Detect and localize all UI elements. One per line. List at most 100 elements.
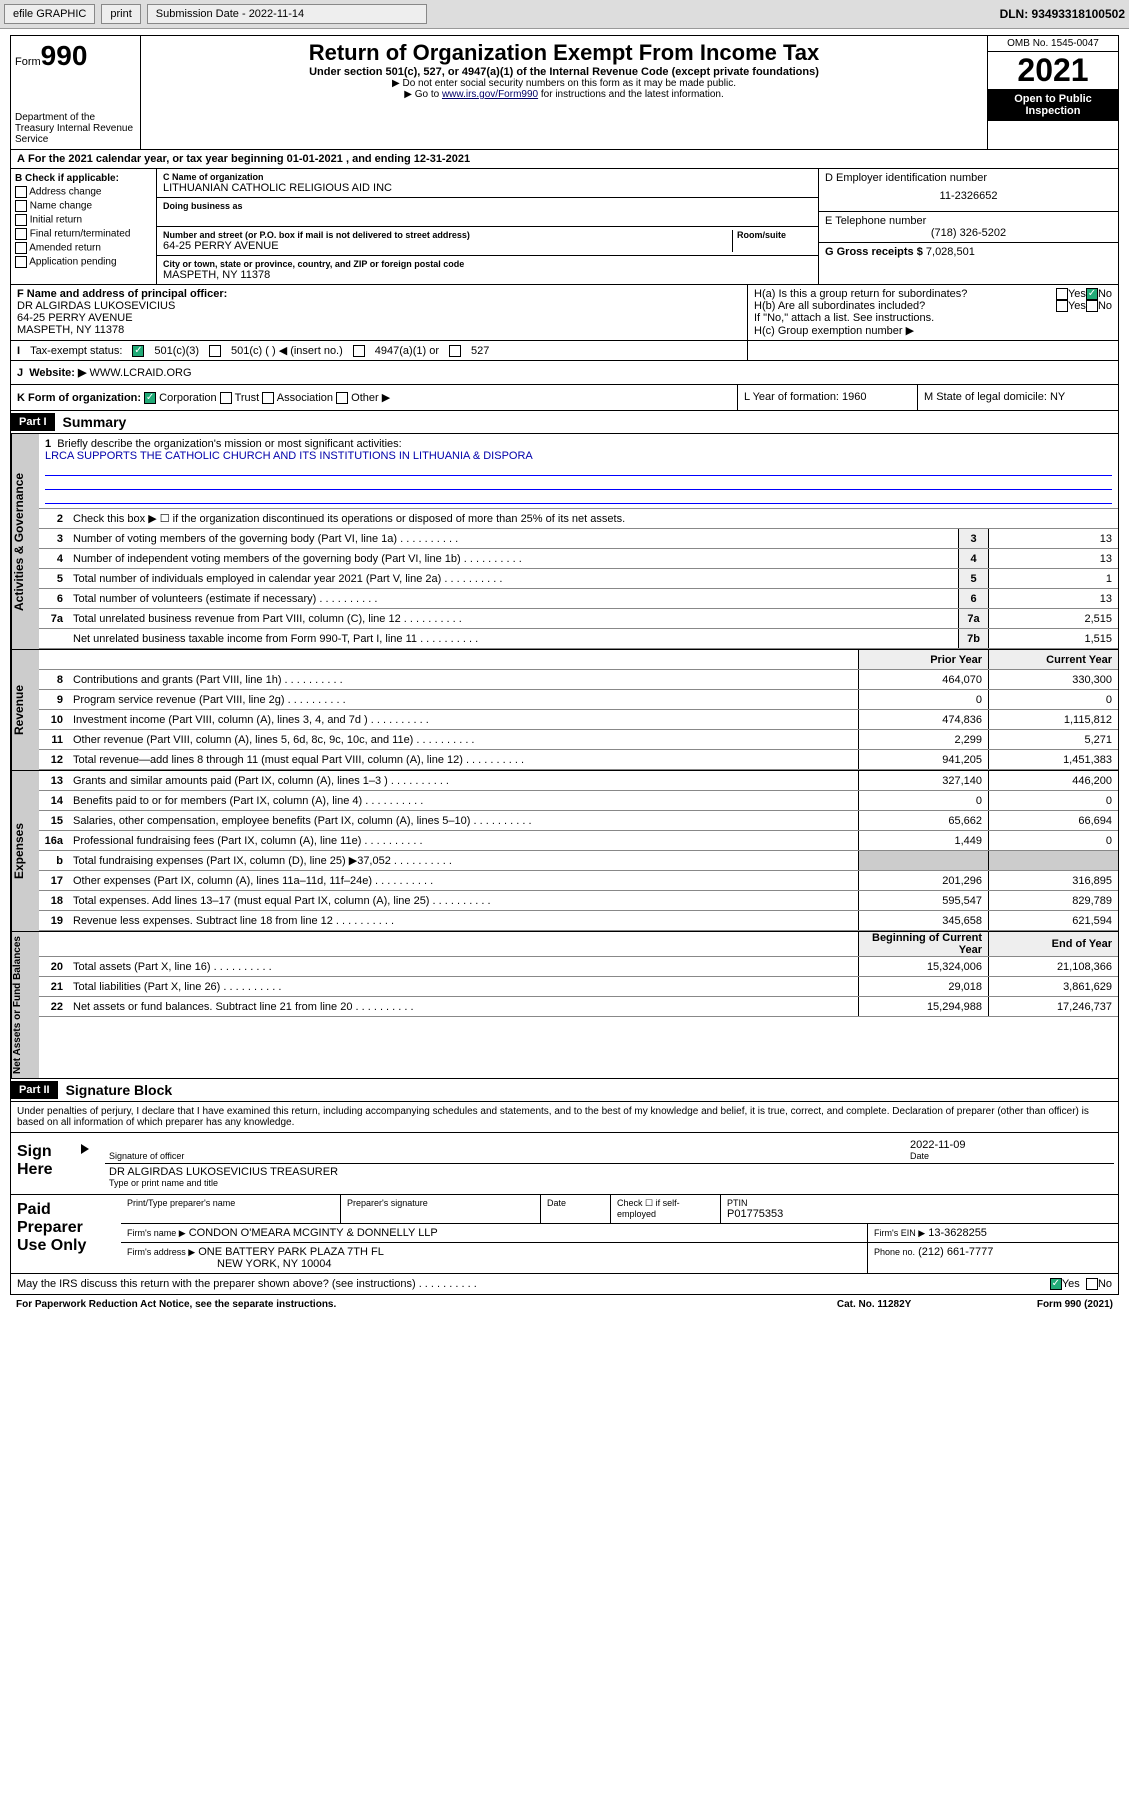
line-7a: 7aTotal unrelated business revenue from … — [39, 609, 1118, 629]
irs-link[interactable]: www.irs.gov/Form990 — [442, 89, 538, 100]
line-7b: Net unrelated business taxable income fr… — [39, 629, 1118, 649]
4947-check[interactable] — [353, 345, 365, 357]
line-14: 14Benefits paid to or for members (Part … — [39, 791, 1118, 811]
line-10: 10Investment income (Part VIII, column (… — [39, 710, 1118, 730]
toolbar: efile GRAPHIC print Submission Date - 20… — [0, 0, 1129, 29]
line-13: 13Grants and similar amounts paid (Part … — [39, 771, 1118, 791]
assoc-check[interactable] — [262, 392, 274, 404]
line-16a: 16aProfessional fundraising fees (Part I… — [39, 831, 1118, 851]
tax-period: A For the 2021 calendar year, or tax yea… — [10, 150, 1119, 169]
ha-yes[interactable] — [1056, 288, 1068, 300]
527-check[interactable] — [449, 345, 461, 357]
col-end: End of Year — [988, 932, 1118, 956]
state-domicile: M State of legal domicile: NY — [918, 385, 1118, 410]
line-11: 11Other revenue (Part VIII, column (A), … — [39, 730, 1118, 750]
gross-receipts: 7,028,501 — [926, 246, 975, 258]
check-application-pending[interactable]: Application pending — [15, 256, 152, 268]
q2: Check this box ▶ ☐ if the organization d… — [69, 510, 1118, 527]
firm-addr2: NEW YORK, NY 10004 — [127, 1258, 332, 1270]
street-label: Number and street (or P.O. box if mail i… — [163, 230, 732, 240]
open-inspection: Open to Public Inspection — [988, 89, 1118, 121]
officer-label: F Name and address of principal officer: — [17, 288, 227, 300]
paperwork-notice: For Paperwork Reduction Act Notice, see … — [16, 1299, 837, 1310]
city: MASPETH, NY 11378 — [163, 269, 812, 281]
col-beg: Beginning of Current Year — [858, 932, 988, 956]
org-name: LITHUANIAN CATHOLIC RELIGIOUS AID INC — [163, 182, 812, 194]
ha-label: H(a) Is this a group return for subordin… — [754, 288, 1056, 300]
line-17: 17Other expenses (Part IX, column (A), l… — [39, 871, 1118, 891]
omb: OMB No. 1545-0047 — [988, 36, 1118, 52]
year-formation: L Year of formation: 1960 — [738, 385, 918, 410]
col-b-checks: B Check if applicable: Address change Na… — [11, 169, 157, 284]
col-prior: Prior Year — [858, 650, 988, 669]
part2-header: Part II — [11, 1081, 58, 1099]
dln: DLN: 93493318100502 — [1000, 7, 1125, 21]
officer-addr1: 64-25 PERRY AVENUE — [17, 312, 133, 324]
check-address-change[interactable]: Address change — [15, 186, 152, 198]
ein-label: D Employer identification number — [825, 172, 1112, 184]
sign-here-label: Sign Here — [11, 1133, 81, 1194]
officer-name: DR ALGIRDAS LUKOSEVICIUS — [17, 300, 175, 312]
dba-label: Doing business as — [163, 201, 812, 211]
part1-title: Summary — [55, 411, 135, 433]
hb-yes[interactable] — [1056, 300, 1068, 312]
check-amended-return[interactable]: Amended return — [15, 242, 152, 254]
tax-status-label: Tax-exempt status: — [30, 345, 122, 357]
ha-no[interactable]: ✓ — [1086, 288, 1098, 300]
declaration: Under penalties of perjury, I declare th… — [11, 1102, 1118, 1133]
firm-ein: 13-3628255 — [928, 1227, 987, 1239]
line-12: 12Total revenue—add lines 8 through 11 (… — [39, 750, 1118, 770]
disclose-yes[interactable]: ✓ — [1050, 1278, 1062, 1290]
note-ssn: ▶ Do not enter social security numbers o… — [145, 78, 983, 89]
officer-addr2: MASPETH, NY 11378 — [17, 324, 124, 336]
ein: 11-2326652 — [825, 184, 1112, 208]
print-button[interactable]: print — [101, 4, 140, 24]
ptin: P01775353 — [727, 1208, 1112, 1220]
line-19: 19Revenue less expenses. Subtract line 1… — [39, 911, 1118, 931]
hb-label: H(b) Are all subordinates included? — [754, 300, 1056, 312]
hb-no[interactable] — [1086, 300, 1098, 312]
efile-button[interactable]: efile GRAPHIC — [4, 4, 95, 24]
disclose-no[interactable] — [1086, 1278, 1098, 1290]
arrow-icon — [81, 1144, 89, 1154]
line-5: 5Total number of individuals employed in… — [39, 569, 1118, 589]
mission-text: LRCA SUPPORTS THE CATHOLIC CHURCH AND IT… — [45, 450, 533, 462]
part1-header: Part I — [11, 413, 55, 431]
hc-label: H(c) Group exemption number ▶ — [754, 324, 1112, 337]
self-employed-check[interactable]: Check ☐ if self-employed — [611, 1195, 721, 1223]
dept: Department of the Treasury Internal Reve… — [15, 112, 136, 145]
check-initial-return[interactable]: Initial return — [15, 214, 152, 226]
phone-label: E Telephone number — [825, 215, 1112, 227]
form-ref: Form 990 (2021) — [1037, 1299, 1113, 1310]
sign-date: 2022-11-09 — [910, 1139, 1110, 1151]
signer-name: DR ALGIRDAS LUKOSEVICIUS TREASURER — [109, 1166, 1110, 1178]
line-3: 3Number of voting members of the governi… — [39, 529, 1118, 549]
street: 64-25 PERRY AVENUE — [163, 240, 732, 252]
line-20: 20Total assets (Part X, line 16)15,324,0… — [39, 957, 1118, 977]
disclose-q: May the IRS discuss this return with the… — [17, 1278, 1050, 1290]
form-label: Form — [15, 56, 41, 68]
gov-label: Activities & Governance — [11, 434, 39, 649]
sig-caption: Signature of officer — [109, 1151, 910, 1161]
gross-label: G Gross receipts $ — [825, 246, 923, 258]
hb-note: If "No," attach a list. See instructions… — [754, 312, 1112, 324]
room-label: Room/suite — [737, 230, 812, 240]
check-final-return-terminated[interactable]: Final return/terminated — [15, 228, 152, 240]
trust-check[interactable] — [220, 392, 232, 404]
net-label: Net Assets or Fund Balances — [11, 932, 39, 1078]
line-18: 18Total expenses. Add lines 13–17 (must … — [39, 891, 1118, 911]
501c3-check[interactable]: ✓ — [132, 345, 144, 357]
line-9: 9Program service revenue (Part VIII, lin… — [39, 690, 1118, 710]
check-name-change[interactable]: Name change — [15, 200, 152, 212]
website: WWW.LCRAID.ORG — [89, 367, 191, 379]
subtitle: Under section 501(c), 527, or 4947(a)(1)… — [145, 66, 983, 78]
org-name-label: C Name of organization — [163, 172, 812, 182]
website-label: Website: ▶ — [29, 367, 86, 379]
501c-check[interactable] — [209, 345, 221, 357]
col-curr: Current Year — [988, 650, 1118, 669]
corp-check[interactable]: ✓ — [144, 392, 156, 404]
other-check[interactable] — [336, 392, 348, 404]
form-number: 990 — [41, 40, 88, 71]
page-title: Return of Organization Exempt From Incom… — [145, 40, 983, 66]
phone: (718) 326-5202 — [825, 227, 1112, 239]
